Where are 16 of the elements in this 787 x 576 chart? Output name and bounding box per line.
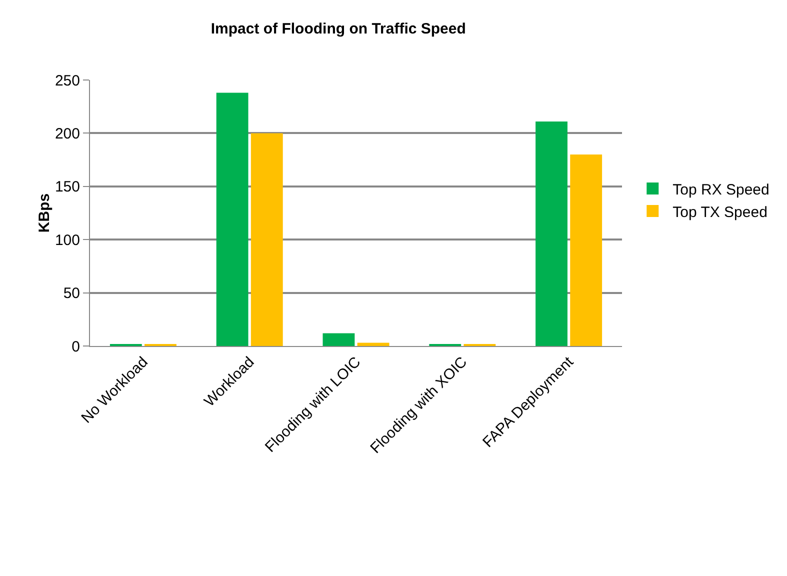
y-tick-label: 200 — [54, 125, 80, 142]
bar — [357, 342, 390, 346]
y-axis-title: KBps — [36, 193, 53, 233]
y-tick-label: 250 — [54, 72, 80, 90]
chart-title: Impact of Flooding on Traffic Speed — [210, 20, 466, 38]
y-tick-label: 150 — [54, 178, 80, 196]
bar — [250, 133, 283, 346]
bar — [570, 154, 602, 346]
y-tick-label: 0 — [72, 338, 80, 356]
bar — [322, 333, 355, 346]
y-tick-label: 100 — [54, 232, 80, 249]
legend-label: Top RX Speed — [672, 181, 770, 198]
bar — [216, 92, 248, 346]
bar — [536, 122, 568, 346]
y-tick-label: 50 — [63, 285, 80, 302]
legend-label: Top TX Speed — [672, 204, 768, 221]
